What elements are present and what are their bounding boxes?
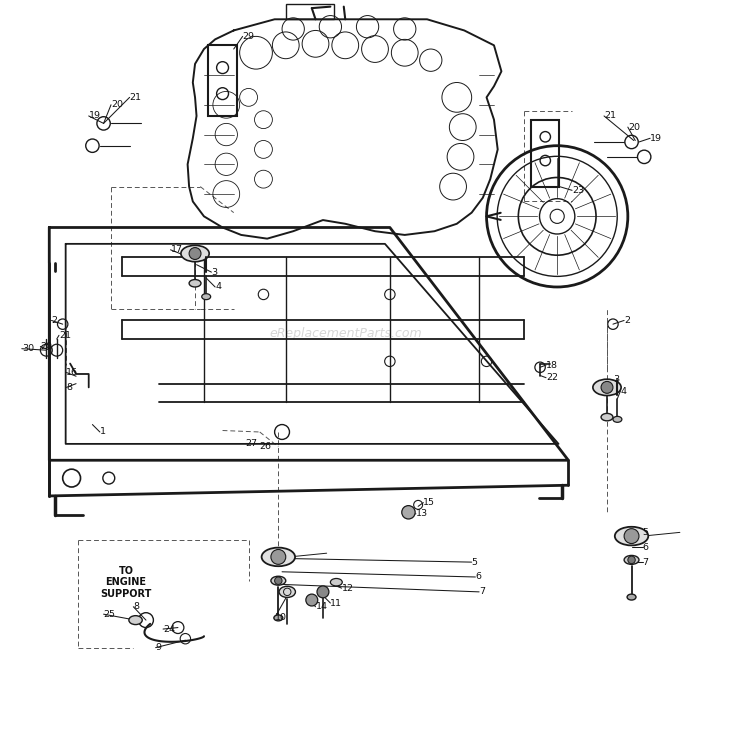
Text: 5: 5: [643, 528, 649, 537]
Bar: [531, 120, 560, 186]
Ellipse shape: [189, 279, 201, 287]
Ellipse shape: [279, 586, 296, 597]
Text: 11: 11: [331, 598, 343, 607]
Circle shape: [628, 557, 635, 564]
Circle shape: [402, 506, 416, 519]
Text: 6: 6: [643, 543, 649, 552]
Text: 8: 8: [134, 602, 140, 611]
Text: 23: 23: [572, 186, 584, 194]
Text: 4: 4: [215, 282, 221, 291]
Ellipse shape: [129, 615, 142, 624]
Bar: [286, 4, 334, 19]
Text: 14: 14: [316, 602, 328, 611]
Text: 7: 7: [643, 557, 649, 567]
Circle shape: [271, 550, 286, 565]
Text: 6: 6: [476, 572, 482, 582]
Text: 21: 21: [130, 93, 142, 102]
Ellipse shape: [593, 379, 621, 396]
Text: 26: 26: [260, 443, 272, 451]
Text: 5: 5: [472, 557, 478, 567]
Text: TO
ENGINE
SUPPORT: TO ENGINE SUPPORT: [100, 566, 152, 599]
Text: 9: 9: [156, 643, 162, 652]
Bar: [208, 45, 238, 116]
Ellipse shape: [262, 548, 295, 566]
Text: 12: 12: [341, 583, 353, 592]
Text: 10: 10: [274, 613, 286, 622]
Circle shape: [306, 594, 318, 606]
Text: 13: 13: [416, 510, 428, 519]
Text: 27: 27: [244, 439, 256, 448]
Circle shape: [624, 529, 639, 544]
Text: 30: 30: [22, 344, 34, 353]
Text: 2: 2: [624, 316, 630, 325]
Text: 21: 21: [59, 331, 71, 340]
Text: 1: 1: [100, 428, 106, 437]
Text: eReplacementParts.com: eReplacementParts.com: [269, 327, 422, 340]
Text: 2: 2: [52, 316, 58, 325]
Circle shape: [601, 381, 613, 393]
Text: 21: 21: [604, 112, 616, 121]
Ellipse shape: [627, 594, 636, 600]
Text: 7: 7: [479, 587, 485, 596]
Ellipse shape: [601, 413, 613, 421]
Text: 17: 17: [170, 245, 182, 254]
Text: 20: 20: [40, 342, 53, 351]
Text: 22: 22: [546, 373, 558, 382]
Ellipse shape: [181, 245, 209, 261]
Ellipse shape: [624, 556, 639, 565]
Text: 18: 18: [546, 361, 558, 370]
Text: 20: 20: [111, 101, 123, 110]
Ellipse shape: [613, 416, 622, 422]
Text: 16: 16: [67, 368, 79, 377]
Text: 3: 3: [613, 375, 619, 384]
Text: 25: 25: [104, 609, 116, 618]
Ellipse shape: [202, 294, 211, 299]
Text: 15: 15: [423, 498, 435, 507]
Text: 29: 29: [243, 32, 255, 41]
Text: 4: 4: [620, 387, 626, 396]
Circle shape: [189, 247, 201, 259]
Text: 8: 8: [67, 383, 73, 392]
Ellipse shape: [331, 578, 342, 586]
Circle shape: [274, 577, 282, 584]
Ellipse shape: [271, 576, 286, 585]
Text: 19: 19: [88, 112, 101, 121]
Ellipse shape: [615, 527, 648, 545]
Ellipse shape: [274, 615, 283, 621]
Circle shape: [317, 586, 329, 597]
Text: 3: 3: [211, 267, 217, 276]
Text: 24: 24: [163, 624, 175, 633]
Text: 20: 20: [628, 123, 640, 132]
Text: 19: 19: [650, 134, 662, 143]
